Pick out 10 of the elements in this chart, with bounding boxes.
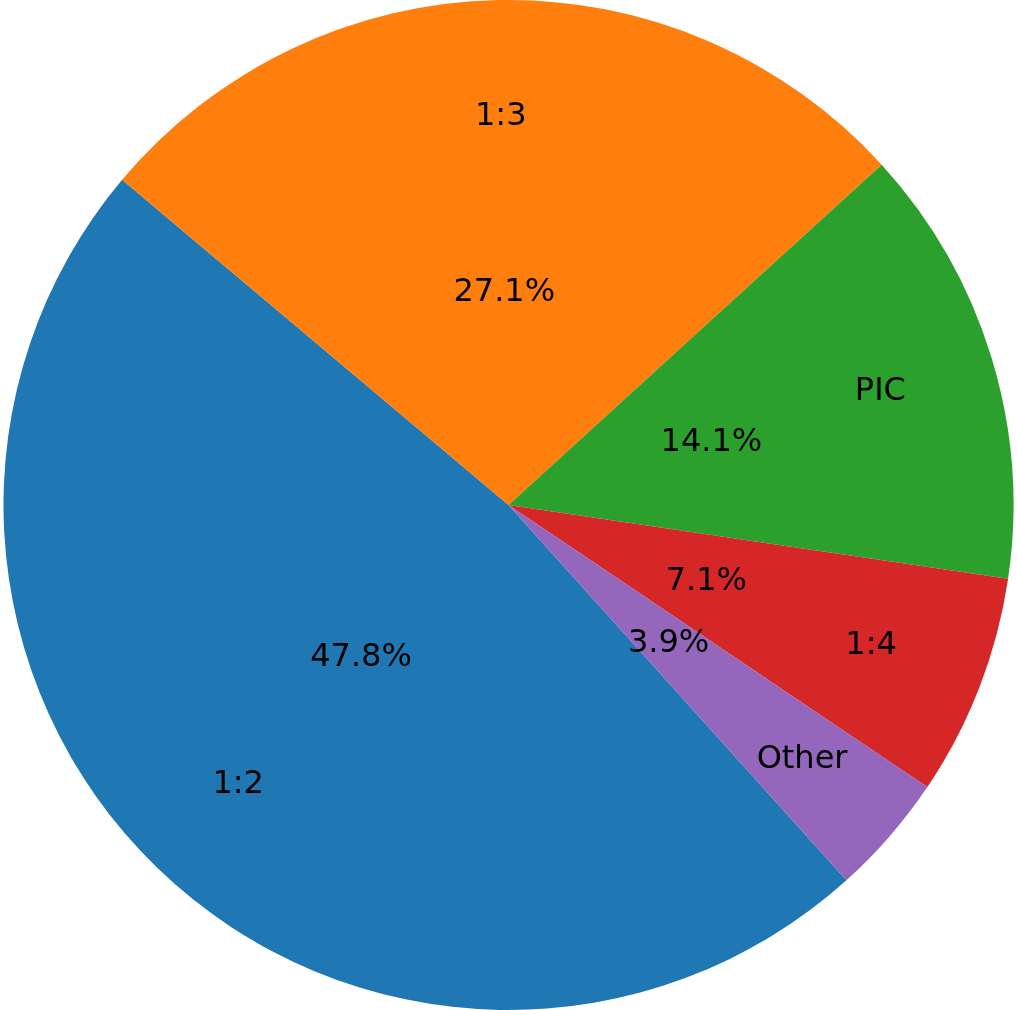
slice-label: 1:2 xyxy=(212,762,264,801)
data-label: 3.9% xyxy=(627,622,710,661)
slice-label: 1:4 xyxy=(845,623,897,662)
slice-label: PIC xyxy=(854,369,906,408)
slice-label: Other xyxy=(756,738,849,777)
data-label: 14.1% xyxy=(660,421,763,460)
data-label: 7.1% xyxy=(665,559,747,598)
data-label: 27.1% xyxy=(453,271,556,310)
slice-label: 1:3 xyxy=(475,94,527,133)
data-label: 47.8% xyxy=(310,635,412,674)
